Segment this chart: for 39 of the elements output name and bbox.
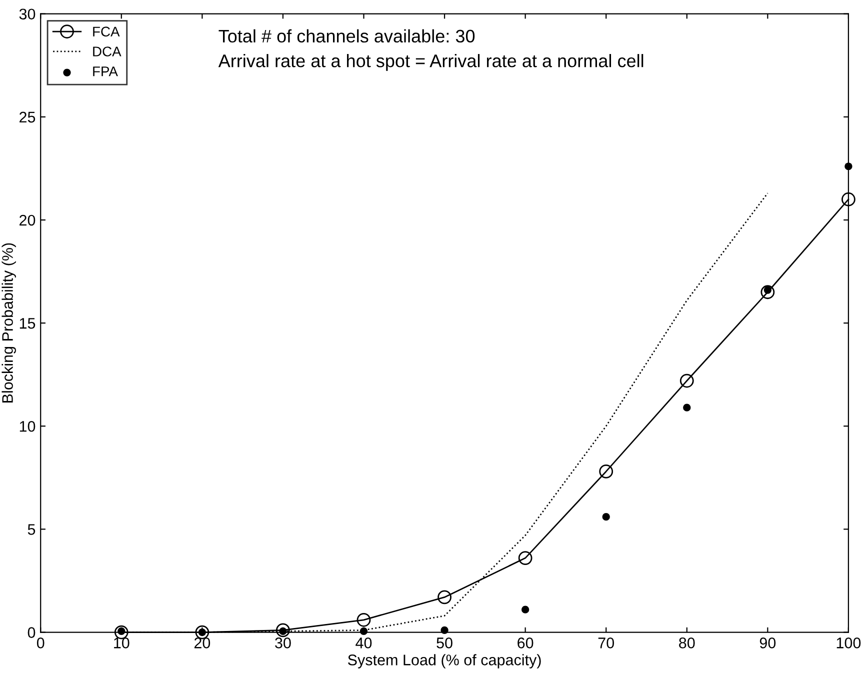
x-tick-label: 0 [36,638,44,648]
point [438,590,452,604]
x-tick-label: 70 [598,638,614,648]
y-tick-label: 0 [28,627,36,638]
point [680,374,694,388]
x-tick-label: 60 [518,638,534,648]
y-tick-label: 15 [20,318,36,329]
x-tick-label: 100 [836,638,861,648]
point [522,606,530,614]
x-tick-label: 50 [436,638,452,648]
legend-label: FPA [93,66,118,76]
point [760,285,775,300]
y-axis-title: Blocking Probability (%) [2,243,16,402]
x-tick-label: 90 [760,638,776,648]
x-axis-title: System Load (% of capacity) [348,654,541,668]
point [599,464,614,478]
point [360,627,368,636]
x-tick-label: 20 [194,638,210,648]
point [440,626,448,634]
legend-label: DCA [93,46,122,56]
point [683,404,691,412]
y-tick-label: 10 [20,420,36,432]
legend-label: FCA [93,26,120,37]
point [518,551,532,565]
y-tick-label: 25 [20,112,36,123]
point [844,162,852,170]
x-tick-label: 40 [356,638,372,648]
point [602,513,610,521]
y-tick-label: 20 [20,214,36,226]
point [842,192,856,206]
x-tick-label: 10 [114,638,130,648]
point [356,612,371,627]
annotation: Total # of channels available: 30 [218,29,475,43]
y-tick-label: 5 [28,524,36,535]
y-tick-label: 30 [19,8,36,20]
annotation: Arrival rate at a hot spot = Arrival rate at a normal cell [218,54,644,71]
point [276,623,290,638]
x-tick-label: 80 [679,638,695,648]
x-tick-label: 30 [275,638,291,648]
